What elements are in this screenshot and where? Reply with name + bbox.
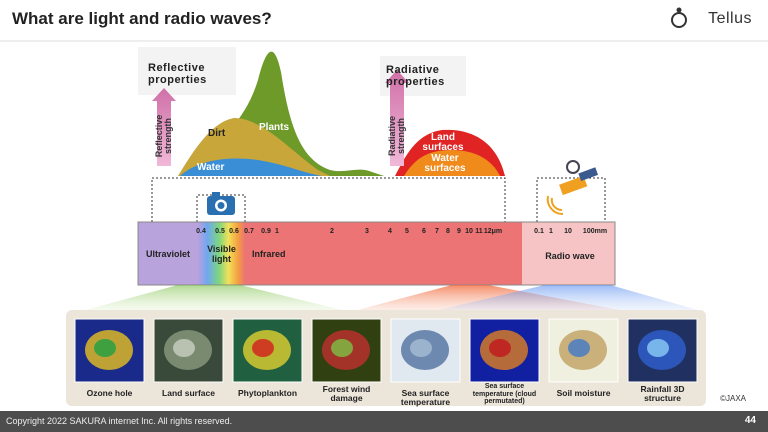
wavelength-tick: 9 (457, 228, 461, 235)
connector (78, 285, 350, 312)
heading-box (138, 47, 236, 95)
application-caption: Sea surface temperature (cloud permutate… (472, 383, 537, 405)
copyright: Copyright 2022 SAKURA internet Inc. All … (6, 416, 233, 426)
thumbnail (647, 339, 669, 357)
application-caption: Rainfall 3D structure (640, 384, 685, 403)
axis-label: Radiative strength (387, 115, 406, 157)
uv-band (138, 222, 198, 285)
curve-label: Water (197, 162, 225, 173)
section-heading: Reflective properties (148, 62, 207, 86)
water-curve (180, 158, 322, 176)
wavelength-tick: 5 (405, 228, 409, 235)
band-label: Infrared (252, 249, 286, 259)
wavelength-tick: 0.6 (229, 228, 239, 235)
thumbnail (252, 339, 274, 357)
wavelength-tick: 0.9 (261, 228, 271, 235)
wavelength-tick: 2 (330, 228, 334, 235)
radio-band (522, 222, 615, 285)
connector (430, 285, 705, 312)
footer-bar (0, 411, 768, 432)
curve-label: Land surfaces (422, 132, 464, 153)
thumbnail (410, 339, 432, 357)
axis-label: Reflective strength (154, 114, 173, 158)
band-label: Ultraviolet (145, 249, 190, 259)
visible-band (198, 222, 245, 285)
logo-text: Tellus (708, 10, 752, 27)
page-number: 44 (744, 415, 756, 426)
water-surface-curve (404, 150, 500, 176)
wavelength-tick: 10 (564, 228, 572, 235)
band-label: Radio wave (545, 251, 595, 261)
thumbnail (568, 339, 590, 357)
satellite-icon (546, 160, 599, 216)
wavelength-tick: 7 (435, 228, 439, 235)
infrared-band (245, 222, 522, 285)
wavelength-tick: 0.5 (215, 228, 225, 235)
wavelength-tick: 3 (365, 228, 369, 235)
application-caption: Forest wind damage (322, 384, 371, 403)
wavelength-tick: 0.7 (244, 228, 254, 235)
thumbnail (331, 339, 353, 357)
credit: ©JAXA (720, 394, 746, 403)
curve-label: Plants (259, 122, 290, 133)
up-arrow (385, 70, 409, 166)
slide-title: What are light and radio waves? (12, 9, 272, 28)
section-heading: Radiative properties (386, 64, 445, 88)
logo-icon (671, 7, 687, 28)
band-label: Visible light (207, 244, 236, 264)
application-caption: Phytoplankton (237, 388, 298, 398)
up-arrow (152, 88, 176, 166)
wavelength-tick: 100mm (582, 228, 608, 235)
application-caption: Sea surface temperature (400, 388, 451, 407)
wavelength-tick: 10 (465, 228, 473, 235)
wavelength-tick: 0.4 (196, 228, 206, 235)
thumbnail (489, 339, 511, 357)
curve-label: Water surfaces (424, 153, 466, 174)
application-caption: Soil moisture (556, 388, 611, 398)
application-caption: Ozone hole (86, 388, 133, 398)
wavelength-tick: 11 (475, 228, 483, 235)
wavelength-tick: 12μm (483, 228, 503, 235)
thumbnail (94, 339, 116, 357)
wavelength-tick: 0.1 (534, 228, 544, 235)
thumbnail (173, 339, 195, 357)
wavelength-tick: 6 (422, 228, 426, 235)
wavelength-tick: 1 (549, 228, 553, 235)
camera-icon (207, 192, 235, 215)
range-bracket (151, 177, 606, 222)
wavelength-tick: 4 (388, 228, 392, 235)
wavelength-tick: 8 (446, 228, 450, 235)
wavelength-tick: 1 (275, 228, 279, 235)
application-panel (66, 310, 706, 406)
band-frame (137, 221, 616, 286)
application-caption: Land surface (162, 388, 215, 398)
curve-label: Dirt (208, 128, 226, 139)
